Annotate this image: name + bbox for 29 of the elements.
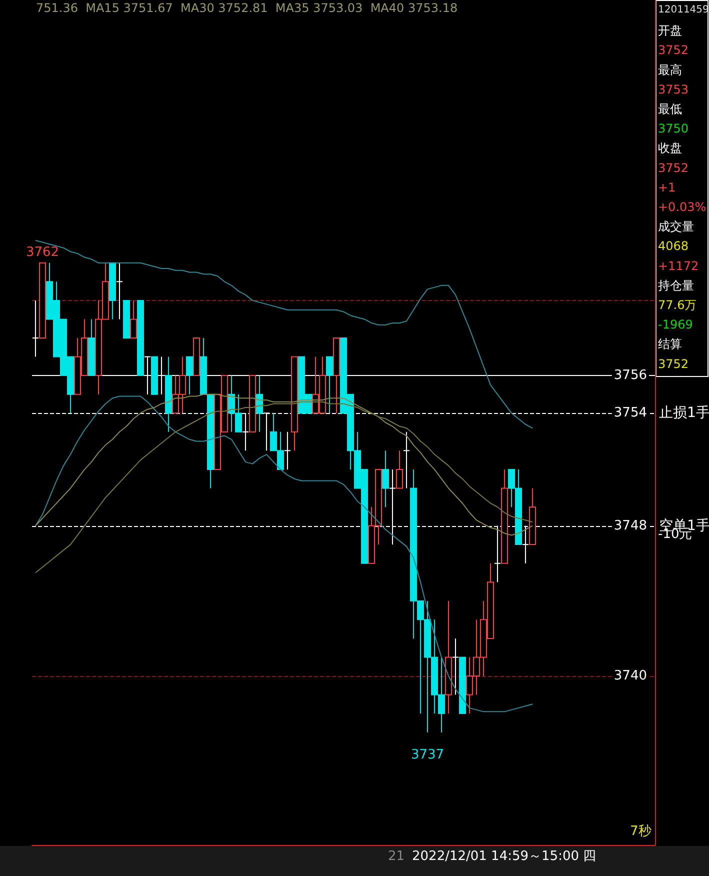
text: 77.6万 bbox=[658, 298, 697, 312]
text: 3752 bbox=[658, 356, 689, 371]
ref-line-label: 止损1手 bbox=[659, 405, 709, 422]
annotation: 3737 bbox=[410, 747, 444, 762]
text: 3752 bbox=[658, 43, 689, 58]
y-tick-label: 3748 bbox=[614, 518, 647, 534]
text: 3752 bbox=[658, 160, 689, 175]
text: 成交量 bbox=[658, 220, 694, 234]
y-tick-label: 3754 bbox=[614, 406, 647, 421]
text: 结算 bbox=[658, 337, 682, 352]
text: +1 bbox=[658, 180, 676, 194]
text: 最低 bbox=[658, 102, 682, 116]
y-tick-label: 3740 bbox=[614, 668, 647, 684]
text: +1172 bbox=[658, 258, 699, 273]
annotation: 751.36 MA15 3751.67 MA30 3752.81 MA35 3753.03 MA40 3753.18 bbox=[36, 1, 458, 15]
text: 3753 bbox=[658, 82, 689, 96]
text: 收盘 bbox=[658, 141, 682, 156]
annotation: 3762 bbox=[26, 244, 60, 260]
text: +0.03% bbox=[658, 200, 706, 214]
text: 4068 bbox=[658, 239, 689, 254]
text: 开盘 bbox=[658, 24, 682, 38]
text: -1969 bbox=[658, 318, 693, 332]
text: 7秒 bbox=[630, 824, 652, 839]
text: 21 bbox=[388, 849, 405, 864]
text: 最高 bbox=[658, 62, 682, 77]
text: 2022/12/01 14:59～15:00 四 bbox=[412, 849, 596, 864]
y-tick-label: 3756 bbox=[614, 368, 647, 384]
text: 3750 bbox=[658, 122, 689, 136]
text: 持仓量 bbox=[658, 278, 694, 292]
